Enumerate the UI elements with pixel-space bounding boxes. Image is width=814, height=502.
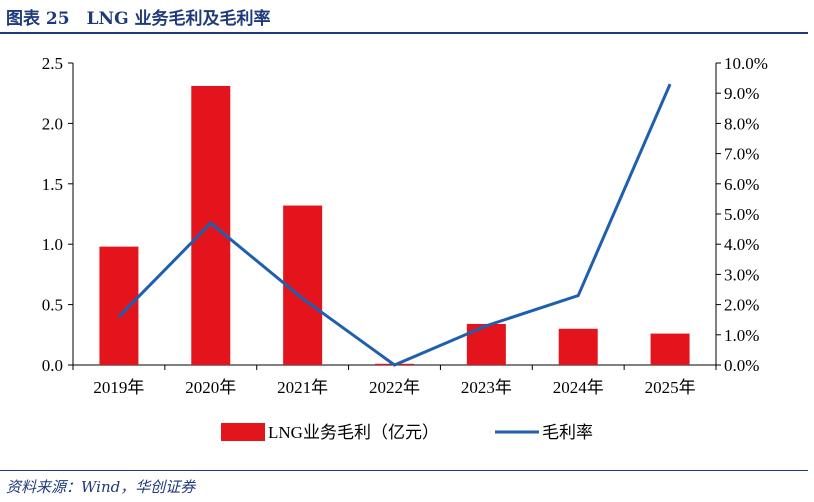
chart: 0.0 0.5 1.0 1.5 2.0 2.5 0.0% 1.0% 2.0% 3.0% 4.0% 5.… (42, 54, 768, 442)
legend-label-line: 毛利率 (542, 423, 593, 442)
x-tick-label: 2025年 (645, 378, 696, 397)
legend-swatch-bar (221, 423, 265, 441)
figure-title: 图表 25 LNG 业务毛利及毛利率 (6, 9, 271, 29)
axes: 0.0 0.5 1.0 1.5 2.0 2.5 0.0% 1.0% 2.0% 3.0% 4.0% 5.… (42, 54, 768, 397)
legend-label-bar: LNG业务毛利（亿元） (268, 423, 439, 442)
bar (650, 333, 690, 365)
x-tick-label: 2021年 (277, 378, 328, 397)
source-rule (0, 470, 808, 471)
y-left-tick-label: 0.0 (42, 356, 63, 375)
y-right-tick-label: 0.0% (724, 356, 759, 375)
legend: LNG业务毛利（亿元） 毛利率 (221, 423, 593, 442)
y-right-tick-label: 6.0% (724, 175, 759, 194)
x-tick-label: 2022年 (369, 378, 420, 397)
y-right-tick-label: 2.0% (724, 296, 759, 315)
x-tick-label: 2019年 (93, 378, 144, 397)
x-tick-label: 2024年 (553, 378, 604, 397)
y-right-tick-label: 5.0% (724, 205, 759, 224)
bar-series (99, 85, 690, 366)
x-tick-label: 2020年 (185, 378, 236, 397)
y-right-tick-label: 9.0% (724, 84, 759, 103)
source-note: 资料来源：Wind，华创证券 (6, 478, 196, 496)
y-right-tick-label: 1.0% (724, 326, 759, 345)
line-series (117, 83, 672, 367)
y-left-tick-label: 2.5 (42, 54, 63, 73)
x-tick-label: 2023年 (461, 378, 512, 397)
y-left-tick-label: 1.0 (42, 235, 63, 254)
y-right-tick-label: 4.0% (724, 235, 759, 254)
y-left-tick-label: 0.5 (42, 296, 63, 315)
title-rule (0, 32, 808, 34)
y-right-tick-label: 7.0% (724, 145, 759, 164)
bar (191, 85, 231, 366)
y-left-tick-label: 1.5 (42, 175, 63, 194)
y-right-tick-label: 10.0% (724, 54, 768, 73)
bar (99, 246, 139, 365)
y-left-tick-label: 2.0 (42, 114, 63, 133)
y-right-tick-label: 8.0% (724, 114, 759, 133)
bar (283, 205, 323, 365)
y-right-tick-label: 3.0% (724, 265, 759, 284)
bar (558, 328, 598, 365)
